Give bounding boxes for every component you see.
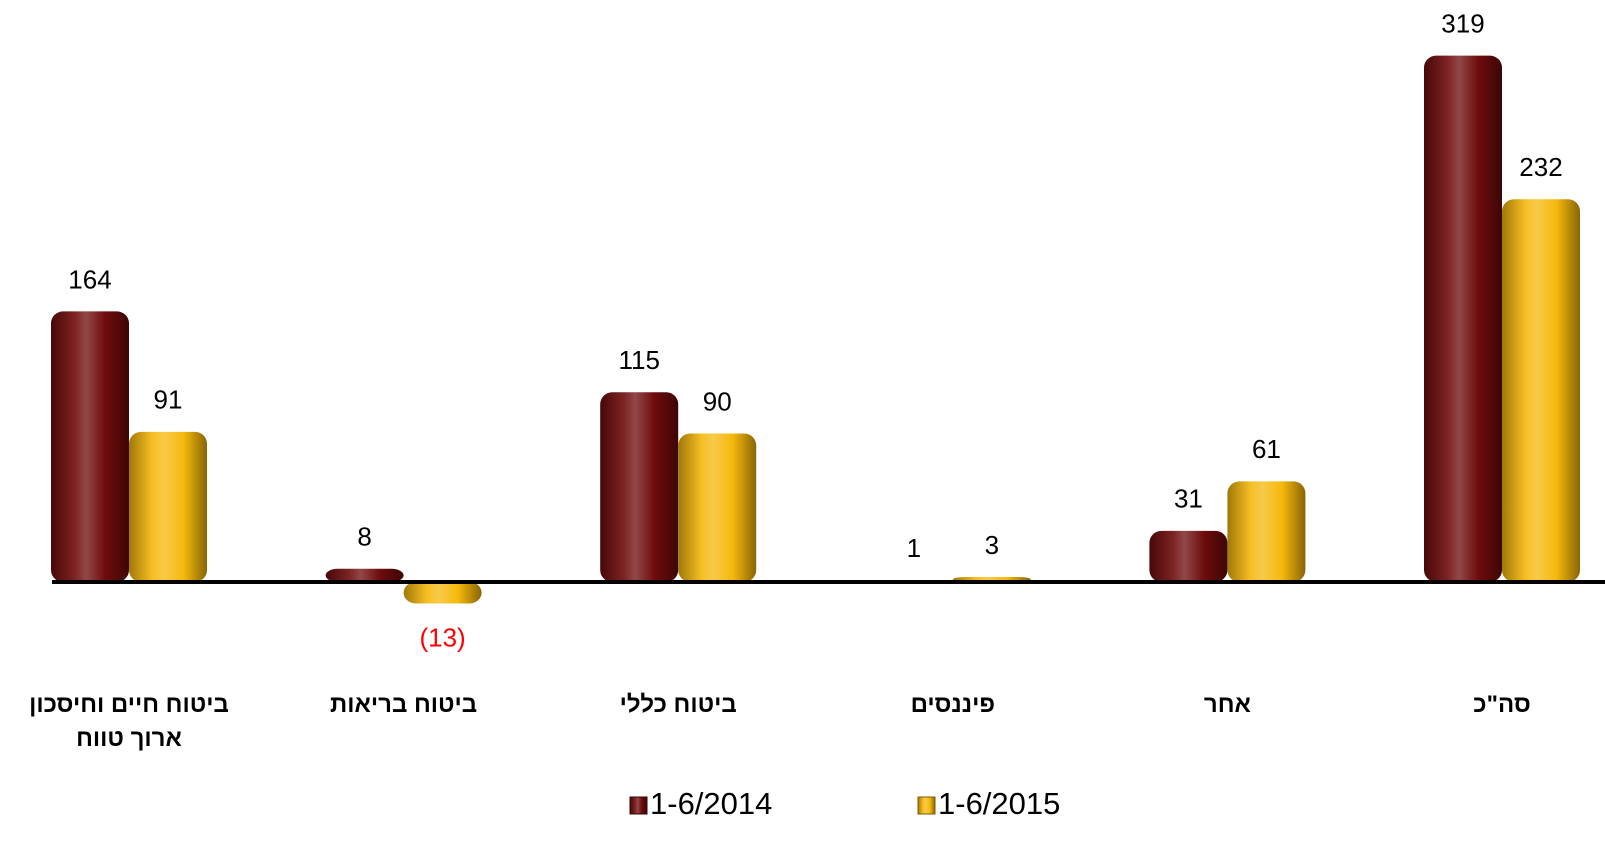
- bar: [1227, 481, 1306, 582]
- bar: [678, 433, 757, 582]
- data-label: (13): [419, 622, 465, 652]
- x-tick-label: ביטוח בריאות: [330, 691, 478, 718]
- data-label: 115: [618, 345, 659, 375]
- legend-label: 1-6/2014: [650, 786, 772, 821]
- bar: [325, 568, 404, 582]
- legend-label: 1-6/2015: [938, 786, 1060, 821]
- x-tick-label: ביטוח חיים וחיסכון ארוך טווח: [29, 691, 229, 752]
- x-tick-label: אחר: [1203, 691, 1251, 718]
- bar: [600, 392, 679, 582]
- data-label: 319: [1441, 9, 1484, 39]
- x-tick-label: ביטוח כללי: [619, 691, 737, 718]
- data-label: 164: [68, 264, 111, 294]
- data-label: 90: [703, 386, 732, 416]
- legend-swatch: [917, 796, 936, 815]
- data-label: 61: [1252, 434, 1281, 464]
- x-tick-label: סה"כ: [1473, 691, 1531, 718]
- x-tick-label: פיננסים: [910, 691, 995, 718]
- bar: [1424, 55, 1502, 582]
- data-label: 232: [1519, 152, 1562, 182]
- bar: [129, 431, 207, 582]
- data-label: 1: [907, 533, 921, 563]
- bar: [1502, 199, 1580, 582]
- bar: [1149, 530, 1228, 582]
- bar: [403, 582, 482, 604]
- legend-swatch: [629, 796, 648, 815]
- data-label: 3: [985, 530, 999, 560]
- data-label: 8: [357, 522, 371, 552]
- data-label: 91: [154, 385, 183, 415]
- data-label: 31: [1174, 484, 1203, 514]
- bar: [51, 311, 129, 582]
